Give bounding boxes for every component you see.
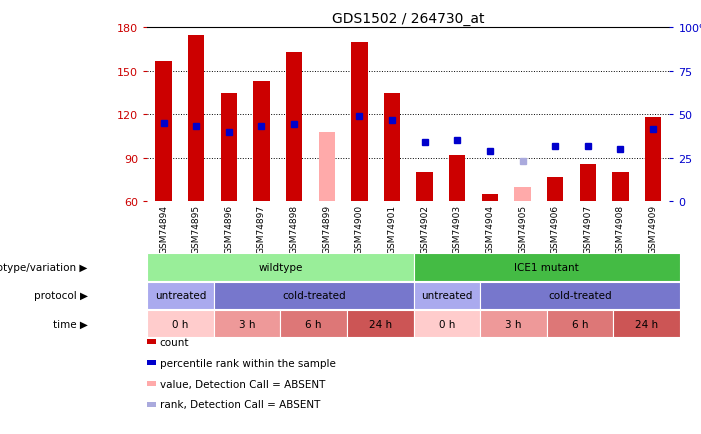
Text: rank, Detection Call = ABSENT: rank, Detection Call = ABSENT	[160, 400, 320, 409]
Bar	[449, 155, 465, 202]
Text: 24 h: 24 h	[635, 319, 658, 329]
Bar	[580, 164, 596, 202]
Bar	[147, 310, 214, 338]
Bar	[384, 93, 400, 202]
Bar	[416, 173, 433, 202]
Text: 6 h: 6 h	[306, 319, 322, 329]
Text: count: count	[160, 337, 189, 347]
Bar	[253, 82, 270, 202]
Text: percentile rank within the sample: percentile rank within the sample	[160, 358, 336, 368]
Bar	[480, 282, 680, 309]
Bar	[318, 132, 335, 202]
Text: 0 h: 0 h	[172, 319, 189, 329]
Bar	[214, 310, 280, 338]
Text: cold-treated: cold-treated	[548, 291, 612, 301]
Text: 0 h: 0 h	[439, 319, 455, 329]
Text: protocol ▶: protocol ▶	[34, 291, 88, 301]
Text: ICE1 mutant: ICE1 mutant	[515, 263, 579, 273]
Bar	[351, 43, 367, 202]
Bar	[280, 310, 347, 338]
Text: value, Detection Call = ABSENT: value, Detection Call = ABSENT	[160, 379, 325, 388]
Bar	[188, 36, 204, 202]
Bar	[147, 282, 214, 309]
Bar	[414, 254, 680, 281]
Bar	[645, 118, 661, 202]
Text: untreated: untreated	[421, 291, 472, 301]
Bar	[156, 62, 172, 202]
Bar	[347, 310, 414, 338]
Text: 3 h: 3 h	[505, 319, 522, 329]
Bar	[414, 282, 480, 309]
Bar	[613, 173, 629, 202]
Bar	[214, 282, 414, 309]
Bar	[547, 177, 564, 202]
Bar	[613, 310, 680, 338]
Text: wildtype: wildtype	[258, 263, 303, 273]
Bar	[480, 310, 547, 338]
Bar	[221, 93, 237, 202]
Text: time ▶: time ▶	[53, 319, 88, 329]
Text: genotype/variation ▶: genotype/variation ▶	[0, 263, 88, 273]
Text: 3 h: 3 h	[239, 319, 255, 329]
Bar	[414, 310, 480, 338]
Text: untreated: untreated	[155, 291, 206, 301]
Text: 24 h: 24 h	[369, 319, 392, 329]
Bar	[482, 194, 498, 202]
Title: GDS1502 / 264730_at: GDS1502 / 264730_at	[332, 12, 484, 26]
Text: cold-treated: cold-treated	[282, 291, 346, 301]
Bar	[547, 310, 613, 338]
Bar	[286, 53, 302, 202]
Bar	[515, 187, 531, 202]
Bar	[147, 254, 414, 281]
Text: 6 h: 6 h	[572, 319, 588, 329]
